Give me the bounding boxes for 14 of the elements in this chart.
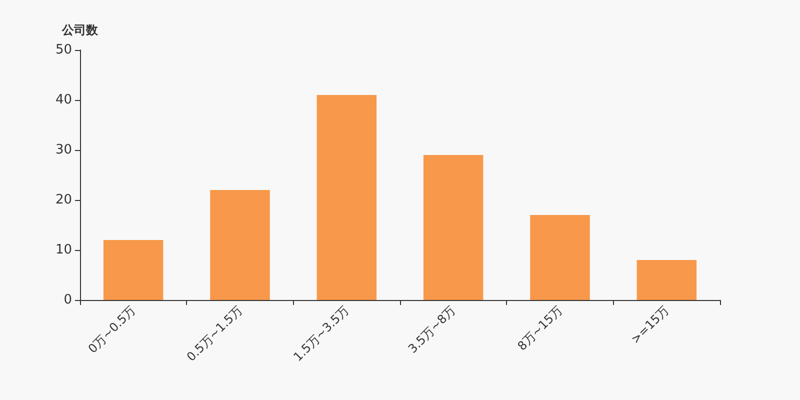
- x-tick-label: 3.5万~8万: [405, 303, 458, 356]
- bar: [530, 215, 590, 300]
- y-axis-title: 公司数: [61, 23, 99, 37]
- bar: [103, 240, 164, 300]
- y-tick-label: 10: [55, 242, 72, 258]
- bar: [316, 95, 377, 300]
- bar: [423, 155, 484, 300]
- y-tick-label: 20: [55, 192, 72, 208]
- bar: [636, 260, 697, 300]
- bar: [210, 190, 270, 300]
- y-tick-label: 50: [55, 42, 72, 58]
- y-tick-label: 30: [55, 142, 72, 158]
- y-tick-label: 0: [64, 292, 72, 308]
- y-tick-label: 40: [55, 92, 72, 108]
